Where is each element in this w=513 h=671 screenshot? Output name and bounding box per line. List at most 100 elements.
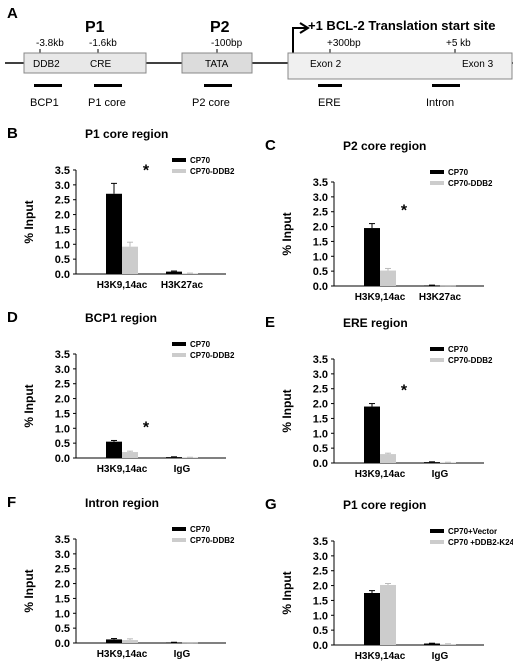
- chart-panel-g: G P1 core region 0.0 0.5 1.0 1.5 2.0 2.5 3.0 3.5%…: [265, 496, 513, 662]
- y-axis-label: % Input: [280, 571, 294, 614]
- box-label-exon3: Exon 3: [462, 59, 494, 70]
- bar: [106, 639, 122, 643]
- region-label: P1 core: [88, 97, 126, 109]
- legend-swatch: [172, 169, 186, 173]
- bar: [380, 454, 396, 463]
- chart-panel-e: E ERE region 0.0 0.5 1.0 1.5 2.0 2.5 3.0 3.5 % Inp…: [265, 314, 493, 480]
- y-tick-label: 3.0: [55, 549, 70, 561]
- bar: [424, 643, 440, 645]
- chart-title: BCP1 region: [85, 311, 157, 325]
- region-marker: [204, 84, 232, 87]
- legend-swatch: [430, 181, 444, 185]
- y-tick-label: 1.0: [55, 423, 70, 435]
- y-axis-label: % Input: [280, 212, 294, 255]
- x-tick-label: H3K9,14ac: [355, 651, 406, 662]
- legend-swatch: [172, 353, 186, 357]
- chart-title: P1 core region: [85, 127, 168, 141]
- bar: [106, 441, 122, 458]
- bar: [364, 593, 380, 645]
- region-marker: [318, 84, 342, 87]
- legend-swatch: [172, 538, 186, 542]
- y-tick-label: 2.0: [55, 579, 70, 591]
- bar: [364, 406, 380, 463]
- promoter-label-p2: P2: [210, 19, 230, 36]
- region-marker: [34, 84, 62, 87]
- position-label: -3.8kb: [36, 38, 64, 49]
- y-tick-label: 2.0: [55, 394, 70, 406]
- region-marker: [94, 84, 122, 87]
- bar: [380, 584, 396, 645]
- y-tick-label: 1.5: [313, 595, 328, 607]
- box-label-ddb2: DDB2: [33, 59, 60, 70]
- legend-swatch: [430, 170, 444, 174]
- y-tick-label: 3.0: [55, 180, 70, 192]
- y-tick-label: 3.5: [55, 165, 70, 177]
- region-label: ERE: [318, 97, 341, 109]
- legend-swatch: [172, 527, 186, 531]
- y-tick-label: 1.5: [55, 408, 70, 420]
- x-tick-label: H3K27ac: [161, 280, 204, 291]
- region-marker: [432, 84, 460, 87]
- promoter-box-p1: [23, 52, 147, 74]
- box-label-exon2: Exon 2: [310, 59, 342, 70]
- x-tick-label: IgG: [432, 651, 449, 662]
- y-tick-label: 0.0: [313, 458, 328, 470]
- chart-panel-d: D BCP1 region 0.0 0.5 1.0 1.5 2.0 2.5 3.0 3.5 % In…: [7, 309, 235, 475]
- y-tick-label: 0.5: [313, 266, 328, 278]
- y-tick-label: 3.0: [313, 192, 328, 204]
- chart-title: ERE region: [343, 316, 408, 330]
- y-axis-label: % Input: [22, 569, 36, 612]
- bar: [122, 246, 138, 274]
- arrow-head-icon: [299, 22, 310, 34]
- box-label-tata: TATA: [205, 59, 229, 70]
- y-tick-label: 0.5: [55, 438, 70, 450]
- exon-box: [287, 52, 513, 80]
- y-tick-label: 1.0: [313, 610, 328, 622]
- bar: [424, 285, 440, 286]
- bar: [364, 228, 380, 286]
- y-tick-label: 1.5: [55, 593, 70, 605]
- y-tick-label: 1.5: [313, 413, 328, 425]
- x-tick-label: H3K9,14ac: [97, 280, 148, 291]
- legend-label: CP70-DDB2: [448, 356, 493, 365]
- y-tick-label: 2.5: [313, 384, 328, 396]
- legend-label: CP70: [190, 525, 211, 534]
- legend-label: CP70-DDB2: [190, 536, 235, 545]
- position-label: +5 kb: [446, 38, 471, 49]
- legend-label: CP70-DDB2: [190, 167, 235, 176]
- y-tick-label: 3.0: [313, 551, 328, 563]
- y-axis-label: % Input: [22, 384, 36, 427]
- y-tick-label: 2.0: [313, 581, 328, 593]
- y-tick-label: 2.5: [55, 379, 70, 391]
- y-tick-label: 2.0: [313, 399, 328, 411]
- box-label-cre: CRE: [90, 59, 111, 70]
- x-tick-label: IgG: [174, 464, 191, 475]
- y-tick-label: 2.5: [55, 195, 70, 207]
- legend-label: CP70-DDB2: [190, 351, 235, 360]
- chart-title: P1 core region: [343, 498, 426, 512]
- start-site-arrow-icon: [292, 27, 306, 62]
- y-tick-label: 1.0: [313, 428, 328, 440]
- y-tick-label: 1.0: [55, 608, 70, 620]
- y-tick-label: 0.0: [55, 638, 70, 650]
- promoter-label-p1: P1: [85, 19, 105, 36]
- y-tick-label: 0.0: [55, 453, 70, 465]
- x-tick-label: IgG: [432, 469, 449, 480]
- y-tick-label: 0.5: [55, 254, 70, 266]
- panel-letter: C: [265, 137, 276, 154]
- panel-letter: E: [265, 314, 275, 331]
- y-tick-label: 3.5: [313, 177, 328, 189]
- significance-asterisk: *: [143, 419, 150, 436]
- y-tick-label: 3.5: [55, 349, 70, 361]
- bar: [380, 270, 396, 286]
- y-tick-label: 0.0: [313, 281, 328, 293]
- y-axis-label: % Input: [280, 389, 294, 432]
- y-tick-label: 1.0: [313, 251, 328, 263]
- panel-letter-a: A: [7, 5, 18, 22]
- bar: [122, 640, 138, 643]
- legend-swatch: [172, 342, 186, 346]
- y-tick-label: 1.0: [55, 239, 70, 251]
- y-tick-label: 3.5: [55, 534, 70, 546]
